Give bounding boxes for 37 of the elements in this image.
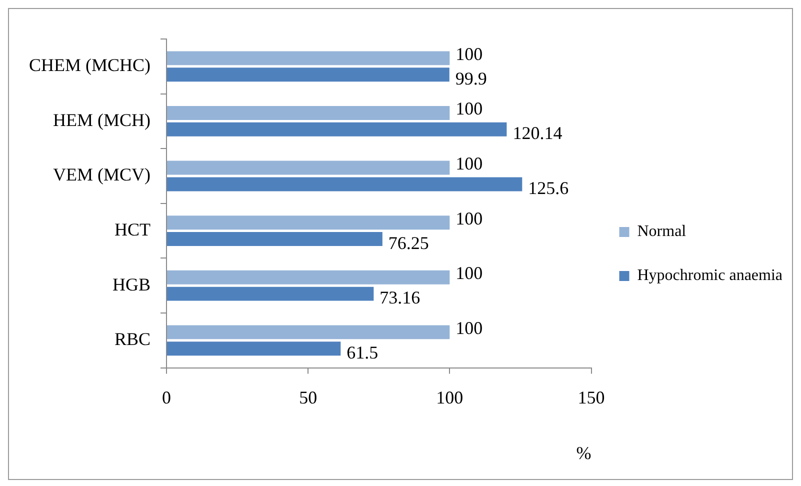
x-tick-label: 50 [299, 387, 318, 408]
data-label: 100 [456, 44, 483, 64]
bar [167, 160, 450, 175]
bar [167, 342, 341, 356]
data-label: 100 [456, 154, 483, 174]
data-label: 100 [456, 263, 483, 284]
bar [167, 51, 450, 66]
bar [167, 122, 507, 136]
data-label: 100 [456, 98, 483, 119]
bar [167, 232, 382, 246]
bar [167, 286, 374, 301]
bar [167, 270, 450, 284]
data-label: 100 [456, 318, 483, 338]
y-tick-label: HGB [112, 274, 151, 294]
data-label: 120.14 [512, 123, 562, 144]
data-label: 61.5 [346, 342, 378, 362]
y-tick-label: RBC [114, 329, 151, 350]
y-tick-label: HCT [114, 220, 151, 240]
x-tick-label: 100 [436, 387, 464, 408]
legend-label: Hypochromic anaemia [637, 267, 783, 284]
legend-label: Normal [637, 223, 687, 240]
x-axis-title: % [576, 442, 592, 463]
y-tick-label: HEM (MCH) [53, 110, 151, 130]
bar [167, 68, 450, 82]
bar [167, 106, 450, 120]
data-label: 125.6 [528, 178, 569, 198]
data-label: 73.16 [380, 288, 420, 308]
x-tick-label: 0 [162, 387, 172, 408]
y-tick-label: CHEM (MCHC) [28, 55, 151, 76]
bar [167, 325, 450, 340]
data-label: 99.9 [455, 68, 487, 88]
data-label: 100 [456, 208, 483, 228]
bar [167, 177, 522, 192]
bar [167, 216, 450, 230]
y-tick-label: VEM (MCV) [53, 164, 151, 185]
x-tick-label: 150 [578, 387, 605, 408]
data-label: 76.25 [388, 232, 429, 253]
